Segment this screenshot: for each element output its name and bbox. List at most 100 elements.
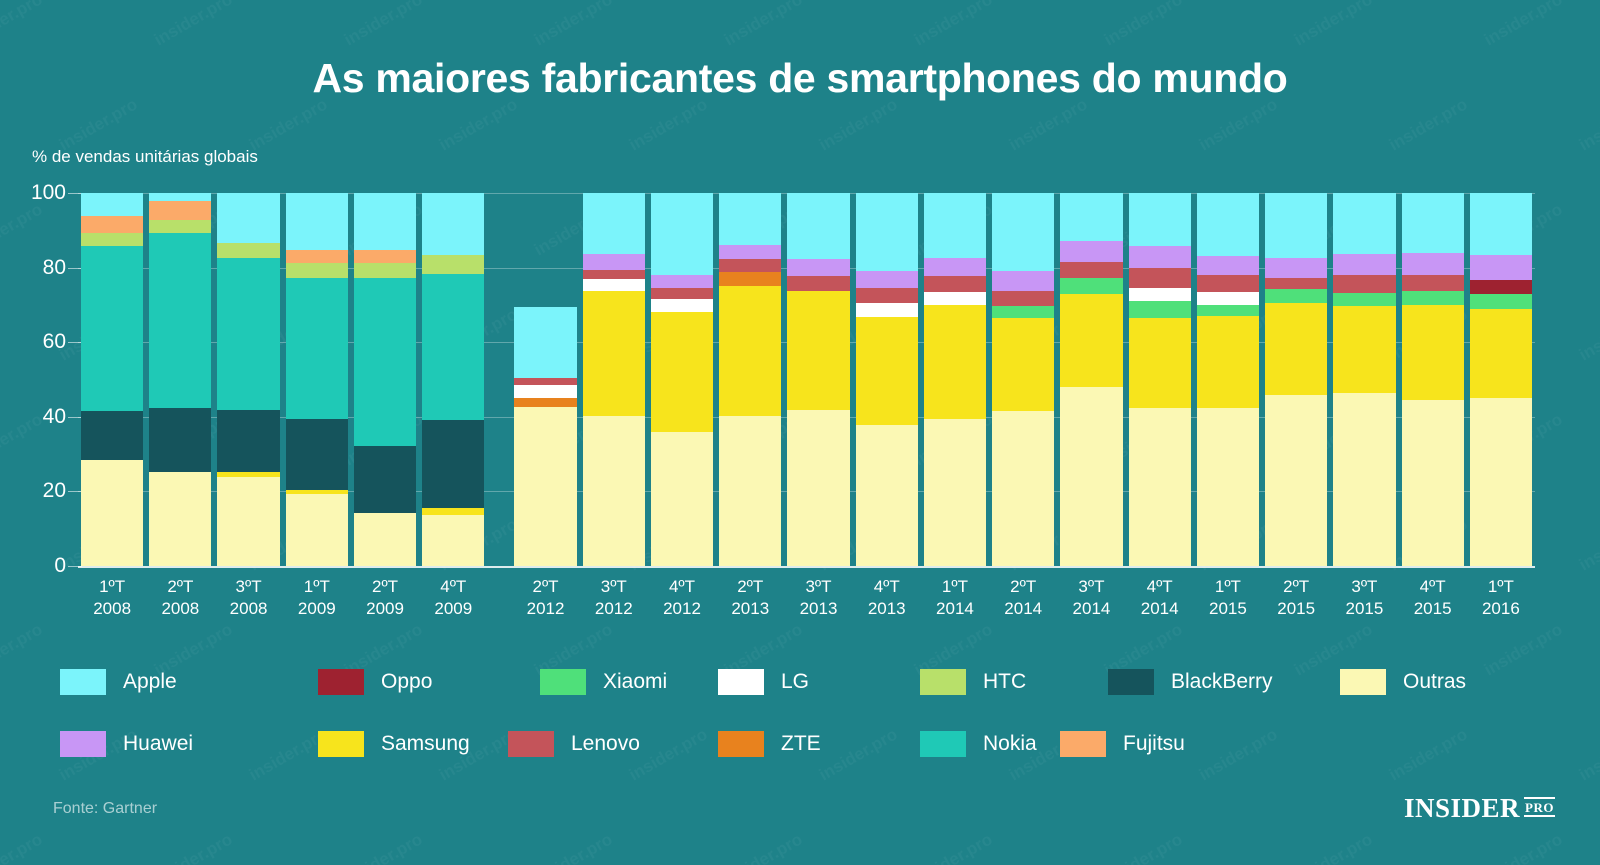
- bar-segment-samsung: [855, 316, 918, 426]
- stacked-bar: [285, 193, 348, 566]
- legend-swatch-htc: [920, 669, 966, 695]
- y-axis-tick-mark: [68, 416, 82, 418]
- legend-swatch-fujitsu: [1060, 731, 1106, 757]
- bar-segment-samsung: [650, 311, 714, 432]
- watermark: insider.pro: [1576, 725, 1600, 786]
- bar-segment-samsung: [217, 472, 280, 477]
- bar-segment-fujitsu: [285, 249, 348, 263]
- legend-item-outras[interactable]: Outras: [1340, 669, 1466, 695]
- bar-segment-apple: [1265, 193, 1328, 258]
- stacked-bar: [353, 193, 417, 566]
- legend-label: Lenovo: [571, 732, 640, 755]
- bar-segment-lenovo: [1333, 274, 1396, 293]
- stacked-bar: [719, 193, 782, 566]
- bar-segment-huawei: [1196, 256, 1260, 276]
- x-axis-label-year: 2015: [1277, 599, 1316, 618]
- legend-item-lg[interactable]: LG: [718, 669, 809, 695]
- bar-segment-xiaomi: [1060, 277, 1123, 295]
- y-axis-tick-label: 20: [42, 479, 66, 503]
- bar-segment-samsung: [582, 291, 645, 416]
- watermark: insider.pro: [1386, 95, 1471, 156]
- bar-segment-huawei: [992, 271, 1055, 291]
- axis-caption: % de vendas unitárias globais: [32, 147, 258, 166]
- watermark: insider.pro: [1481, 0, 1566, 50]
- bar-segment-lenovo: [1265, 277, 1328, 289]
- x-axis-label: 2ºT 2014: [980, 576, 1066, 620]
- legend-item-htc[interactable]: HTC: [920, 669, 1026, 695]
- bar-segment-apple: [285, 193, 348, 250]
- bar-segment-lenovo: [992, 290, 1055, 306]
- legend-label: Xiaomi: [603, 670, 668, 693]
- x-axis-label: 3ºT 2014: [1048, 576, 1134, 620]
- bar-segment-lg: [1128, 288, 1191, 302]
- legend-label: Apple: [123, 670, 177, 693]
- y-axis-tick-label: 60: [42, 330, 66, 354]
- legend-item-nokia[interactable]: Nokia: [920, 731, 1037, 757]
- stacked-bar: [923, 193, 987, 566]
- watermark: insider.pro: [626, 95, 711, 156]
- bar-segment-blackberry: [353, 445, 417, 513]
- bar-segment-huawei: [855, 271, 918, 288]
- bar-segment-lg: [514, 385, 577, 399]
- legend-item-fujitsu[interactable]: Fujitsu: [1060, 731, 1185, 757]
- y-axis-tick-mark: [68, 193, 82, 194]
- stacked-bar: [1060, 193, 1123, 566]
- legend-item-blackberry[interactable]: BlackBerry: [1108, 669, 1273, 695]
- legend-item-oppo[interactable]: Oppo: [318, 669, 432, 695]
- bar-segment-apple: [992, 193, 1055, 271]
- bar-segment-apple: [650, 193, 714, 276]
- bar-segment-xiaomi: [1196, 304, 1260, 317]
- bar-segment-outras: [217, 476, 280, 566]
- legend-item-apple[interactable]: Apple: [60, 669, 177, 695]
- bar-segment-outras: [992, 411, 1055, 566]
- bar-segment-apple: [81, 193, 144, 217]
- x-axis-label-year: 2009: [434, 599, 473, 618]
- bar-segment-lg: [582, 278, 645, 292]
- legend-item-lenovo[interactable]: Lenovo: [508, 731, 640, 757]
- bar-segment-blackberry: [422, 420, 485, 508]
- x-axis-label-year: 2012: [594, 599, 633, 618]
- bar-segment-apple: [514, 306, 577, 378]
- bar-segment-samsung: [1401, 304, 1464, 401]
- legend-item-xiaomi[interactable]: Xiaomi: [540, 669, 667, 695]
- legend-swatch-lenovo: [508, 731, 554, 757]
- bar-segment-samsung: [787, 290, 850, 411]
- x-axis-label-quarter: 2ºT: [167, 577, 194, 596]
- x-axis-label: 3ºT 2008: [205, 576, 291, 620]
- watermark: insider.pro: [246, 95, 331, 156]
- y-axis-tick-mark: [68, 566, 82, 567]
- x-axis-label-year: 2013: [799, 599, 838, 618]
- legend-label: Samsung: [381, 732, 470, 755]
- bar-segment-huawei: [787, 259, 850, 276]
- bar-segment-lenovo: [855, 287, 918, 303]
- bar-segment-apple: [1060, 193, 1123, 242]
- x-axis-label-year: 2009: [366, 599, 404, 618]
- x-axis-label-quarter: 4ºT: [440, 577, 467, 596]
- legend-item-samsung[interactable]: Samsung: [318, 731, 470, 757]
- x-axis-label-quarter: 2ºT: [532, 577, 559, 596]
- bar-segment-outras: [1265, 395, 1328, 566]
- legend-item-zte[interactable]: ZTE: [718, 731, 821, 757]
- x-axis-label-year: 2014: [1140, 599, 1179, 618]
- bar-segment-nokia: [422, 273, 485, 421]
- y-axis-tick-mark: [68, 342, 82, 344]
- bar-segment-apple: [855, 193, 918, 271]
- legend-item-huawei[interactable]: Huawei: [60, 731, 193, 757]
- x-axis-label-quarter: 4ºT: [1146, 577, 1173, 596]
- bar-segment-lg: [855, 302, 918, 317]
- bar-segment-nokia: [217, 257, 280, 411]
- bar-segment-outras: [149, 472, 212, 566]
- x-axis-label: 4ºT 2012: [639, 576, 725, 620]
- x-axis-label-quarter: 2ºT: [372, 577, 399, 596]
- bar-segment-outras: [514, 407, 577, 566]
- x-axis-label: 4ºT 2009: [410, 576, 496, 620]
- legend-label: Nokia: [983, 732, 1037, 755]
- bar-segment-xiaomi: [1333, 292, 1396, 306]
- bar-segment-apple: [923, 193, 987, 259]
- bar-segment-samsung: [1469, 308, 1532, 399]
- bar-segment-outras: [582, 415, 645, 566]
- bar-segment-huawei: [1401, 253, 1464, 275]
- bar-segment-lenovo: [582, 269, 645, 279]
- bar-segment-outras: [923, 419, 987, 566]
- bar-segment-lenovo: [719, 259, 782, 273]
